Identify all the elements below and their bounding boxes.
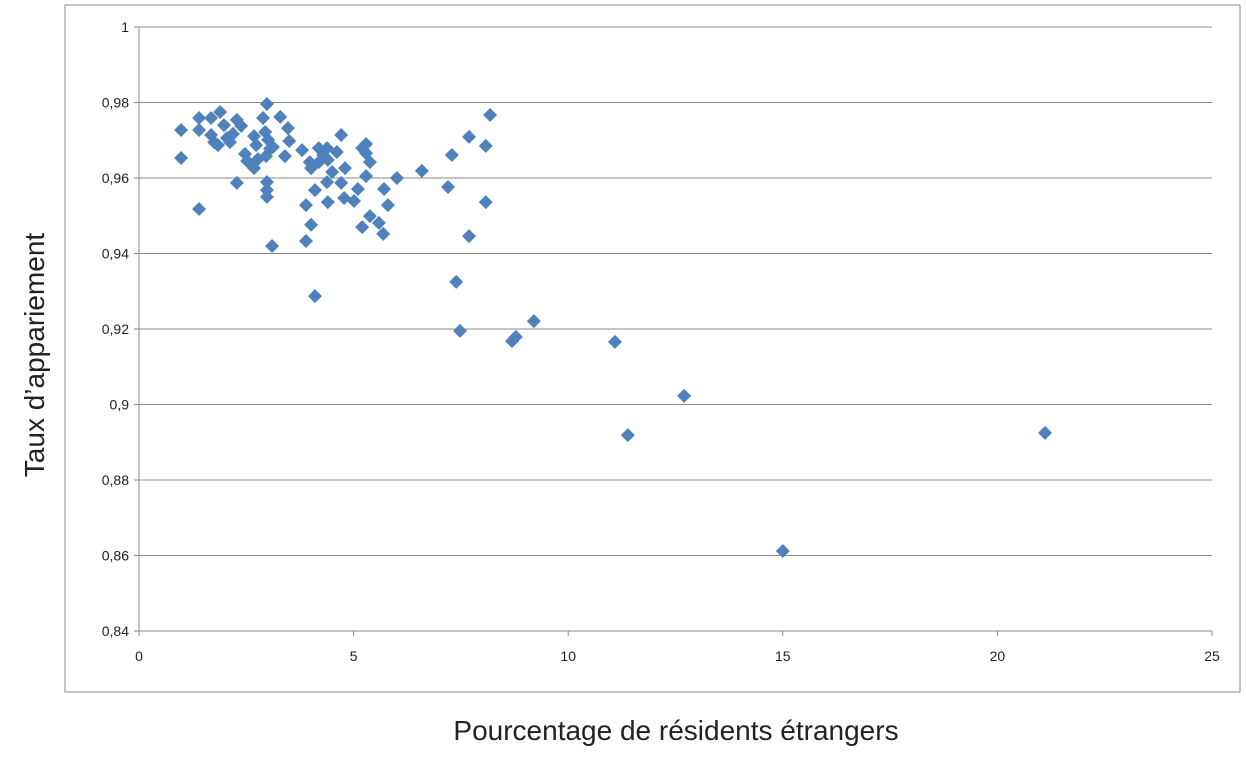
point xyxy=(620,428,635,443)
point xyxy=(462,229,477,244)
point xyxy=(192,123,207,138)
point xyxy=(444,147,459,162)
point xyxy=(362,155,377,170)
y-tick-label: 0,94 xyxy=(102,246,129,262)
point xyxy=(210,138,225,153)
point xyxy=(225,126,240,141)
point xyxy=(350,181,365,196)
point xyxy=(775,543,790,558)
point xyxy=(256,110,271,125)
point xyxy=(240,154,255,169)
point xyxy=(1038,425,1053,440)
point xyxy=(265,140,280,155)
point xyxy=(229,175,244,190)
point xyxy=(483,107,498,122)
point xyxy=(298,234,313,249)
point xyxy=(355,220,370,235)
point xyxy=(334,127,349,142)
point xyxy=(280,121,295,136)
y-tick-label: 0,88 xyxy=(102,472,129,488)
y-tick-label: 0,86 xyxy=(102,548,129,564)
point xyxy=(449,274,464,289)
y-tick-label: 0,96 xyxy=(102,170,129,186)
point xyxy=(320,152,335,167)
point xyxy=(174,123,189,138)
point xyxy=(377,181,392,196)
point xyxy=(329,144,344,159)
point xyxy=(376,226,391,241)
point xyxy=(273,109,288,124)
point xyxy=(380,198,395,213)
point xyxy=(213,104,228,119)
x-axis-title: Pourcentage de résidents étrangers xyxy=(453,715,898,746)
y-tick-label: 1 xyxy=(121,19,129,35)
point xyxy=(265,238,280,253)
x-tick-label: 15 xyxy=(775,648,791,664)
point xyxy=(362,209,377,224)
point xyxy=(462,129,477,144)
point xyxy=(259,175,274,190)
point xyxy=(204,110,219,125)
x-tick-label: 25 xyxy=(1204,648,1220,664)
point xyxy=(295,143,310,158)
point xyxy=(259,189,274,204)
y-tick-label: 0,92 xyxy=(102,321,129,337)
point xyxy=(371,215,386,230)
y-tick-label: 0,9 xyxy=(110,397,130,413)
point xyxy=(282,134,297,149)
point xyxy=(307,289,322,304)
point xyxy=(414,163,429,178)
point xyxy=(325,164,340,179)
x-tick-label: 10 xyxy=(560,648,576,664)
point xyxy=(677,388,692,403)
point xyxy=(192,201,207,216)
point xyxy=(478,138,493,153)
point xyxy=(304,217,319,232)
point xyxy=(441,180,456,195)
y-tick-label: 0,98 xyxy=(102,95,129,111)
point xyxy=(508,329,523,344)
point xyxy=(338,161,353,176)
point xyxy=(347,194,362,209)
point xyxy=(259,97,274,112)
y-axis-title: Taux d’appariement xyxy=(19,233,50,478)
point xyxy=(307,183,322,198)
x-tick-label: 0 xyxy=(135,648,143,664)
point xyxy=(234,118,249,133)
point xyxy=(192,110,207,125)
y-tick-label: 0,84 xyxy=(102,623,129,639)
point xyxy=(478,195,493,210)
point xyxy=(526,314,541,329)
x-tick-label: 5 xyxy=(350,648,358,664)
point xyxy=(453,323,468,338)
point xyxy=(249,138,264,153)
point xyxy=(174,150,189,165)
point xyxy=(216,118,231,133)
point xyxy=(389,171,404,185)
point xyxy=(298,198,313,213)
x-tick-label: 20 xyxy=(990,648,1006,664)
point xyxy=(334,175,349,190)
chart-border xyxy=(64,4,1241,693)
point xyxy=(359,137,374,152)
point xyxy=(607,334,622,349)
point xyxy=(319,175,334,190)
point xyxy=(277,149,292,164)
point xyxy=(359,169,374,184)
point xyxy=(320,195,335,210)
